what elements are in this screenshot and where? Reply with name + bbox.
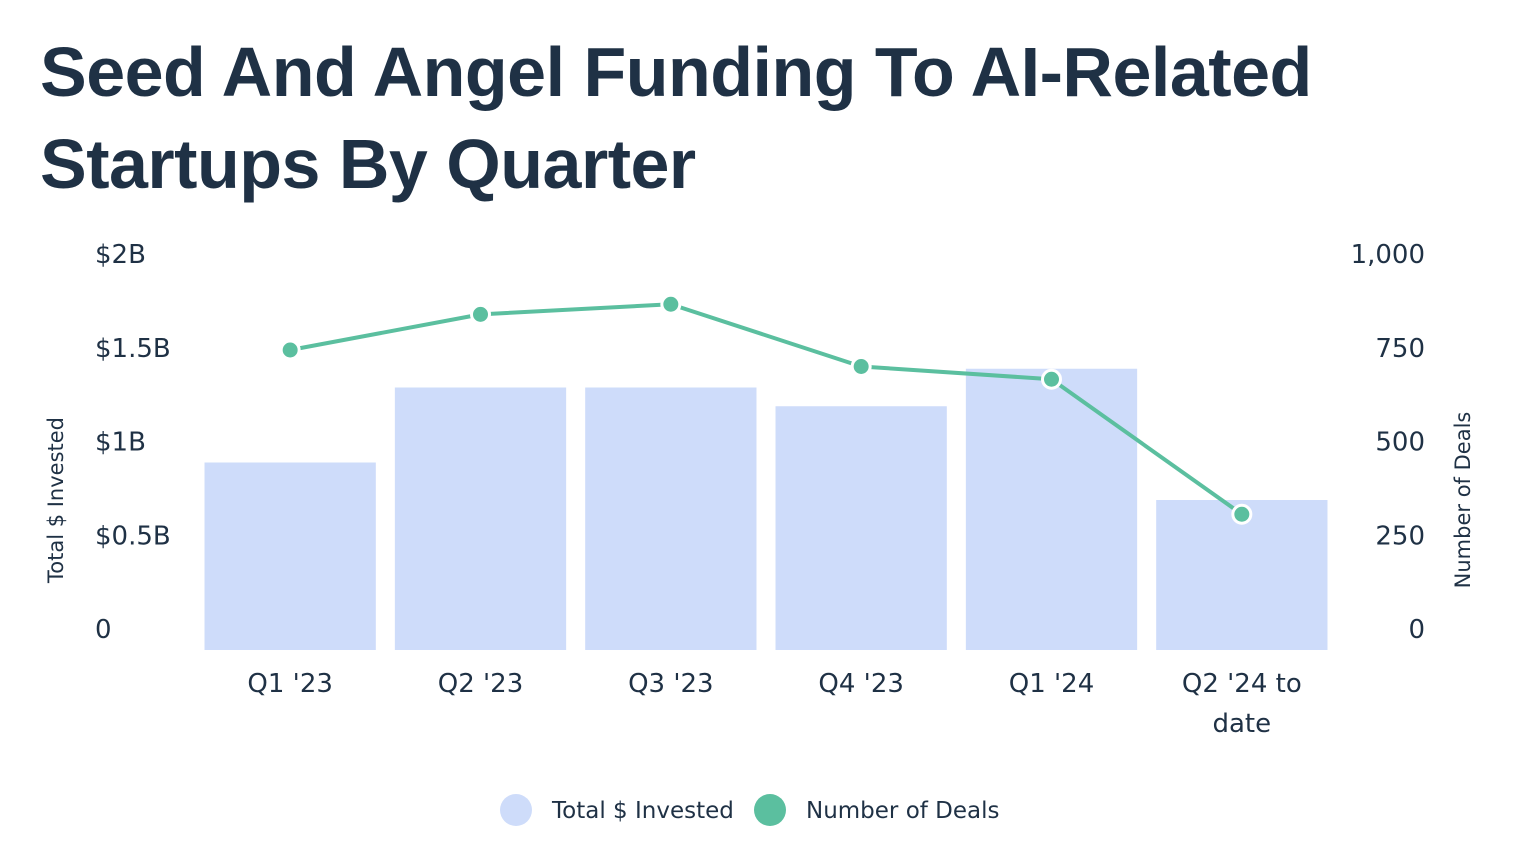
bar-invested bbox=[775, 406, 947, 650]
deals-line-layer bbox=[279, 293, 1253, 525]
legend-label-deals: Number of Deals bbox=[806, 798, 1000, 824]
left-tick-label: $1B bbox=[95, 428, 146, 458]
x-tick-label: Q4 '23 bbox=[818, 669, 904, 699]
legend-swatch-deals bbox=[754, 794, 786, 826]
left-tick-label: 0 bbox=[95, 615, 112, 645]
right-axis-title: Number of Deals bbox=[1451, 412, 1475, 589]
deals-point bbox=[279, 339, 301, 361]
right-tick-label: 250 bbox=[1375, 521, 1425, 551]
bar-invested bbox=[1156, 500, 1328, 650]
x-tick-label: Q1 '24 bbox=[1009, 669, 1095, 699]
deals-point bbox=[660, 293, 682, 315]
left-tick-label: $1.5B bbox=[95, 334, 171, 364]
deals-point bbox=[1231, 503, 1253, 525]
x-tick-label: Q3 '23 bbox=[628, 669, 714, 699]
legend: Total $ Invested Number of Deals bbox=[500, 794, 1000, 826]
chart-title: Seed And Angel Funding To AI-Related Sta… bbox=[40, 33, 1312, 203]
x-axis-ticks: Q1 '23 Q2 '23 Q3 '23 Q4 '23 Q1 '24 Q2 '24 to d… bbox=[247, 669, 1301, 739]
legend-swatch-invested bbox=[500, 794, 532, 826]
bars bbox=[204, 368, 1328, 650]
deals-point bbox=[850, 356, 872, 377]
left-tick-label: $0.5B bbox=[95, 521, 171, 551]
bar-invested bbox=[585, 387, 757, 650]
x-tick-label: Q2 '23 bbox=[438, 669, 524, 699]
bar-invested bbox=[965, 368, 1138, 650]
right-tick-label: 1,000 bbox=[1351, 240, 1425, 270]
left-axis-ticks: 0 $0.5B $1B $1.5B $2B bbox=[95, 240, 171, 645]
left-tick-label: $2B bbox=[95, 240, 146, 270]
deals-point bbox=[470, 303, 491, 325]
x-tick-label: Q2 '24 to date bbox=[1182, 669, 1302, 739]
x-tick-label: Q1 '23 bbox=[247, 669, 333, 699]
right-tick-label: 750 bbox=[1375, 334, 1425, 364]
legend-label-invested: Total $ Invested bbox=[551, 798, 734, 824]
bar-invested bbox=[204, 462, 376, 650]
right-tick-label: 0 bbox=[1408, 615, 1425, 645]
right-tick-label: 500 bbox=[1375, 428, 1425, 458]
bar-invested bbox=[394, 387, 567, 650]
deals-line bbox=[289, 302, 1243, 516]
left-axis-title: Total $ Invested bbox=[44, 417, 68, 584]
right-axis-ticks: 0 250 500 750 1,000 bbox=[1351, 240, 1425, 645]
deals-point bbox=[1041, 368, 1062, 390]
